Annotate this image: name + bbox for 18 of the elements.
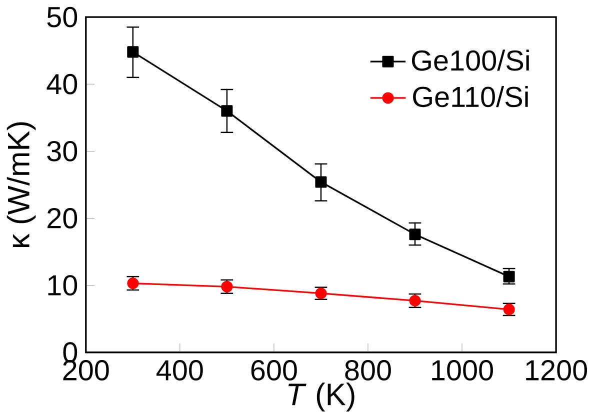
y-axis-title: κ (W/mK) [6,122,36,247]
x-tick-label: 1000 [432,360,493,380]
point [315,176,327,188]
legend-label: Ge110/Si [413,86,528,107]
y-tick-label: 30 [47,140,78,162]
y-tick-label: 50 [47,6,78,28]
x-tick-label: 400 [156,360,203,380]
legend-label: Ge100/Si [412,49,529,71]
y-tick-label: 20 [48,208,78,228]
x-axis-title: T (K) [288,382,354,412]
y-tick-label: 40 [46,74,78,94]
y-tick-label: 10 [48,274,78,296]
point [409,228,421,240]
point [221,105,233,117]
x-tick-label: 800 [345,360,391,380]
x-tick-label: 1200 [526,360,588,380]
point [127,46,139,58]
x-tick-label: 600 [251,360,297,380]
